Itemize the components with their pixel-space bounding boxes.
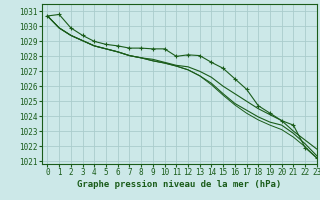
X-axis label: Graphe pression niveau de la mer (hPa): Graphe pression niveau de la mer (hPa) — [77, 180, 281, 189]
